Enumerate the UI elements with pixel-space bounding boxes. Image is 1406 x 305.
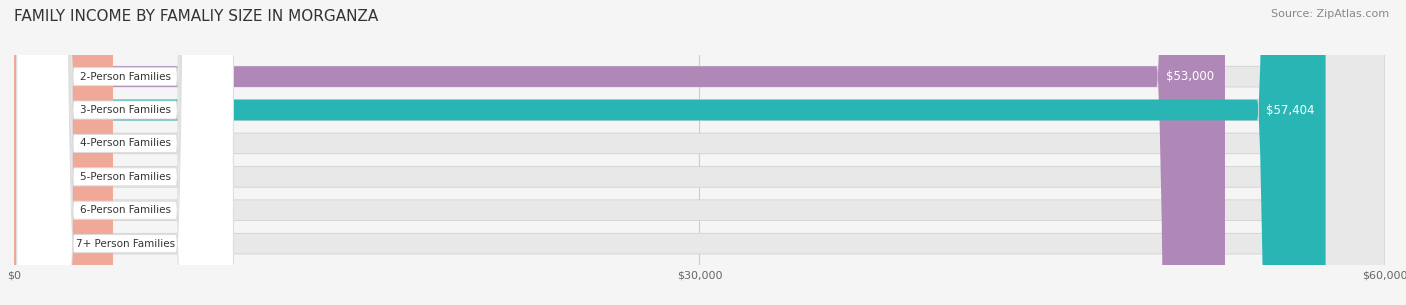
Text: 2-Person Families: 2-Person Families [80, 72, 170, 82]
Text: 4-Person Families: 4-Person Families [80, 138, 170, 149]
FancyBboxPatch shape [14, 0, 1385, 305]
FancyBboxPatch shape [14, 0, 112, 305]
Text: $57,404: $57,404 [1267, 103, 1315, 117]
FancyBboxPatch shape [14, 0, 1326, 305]
FancyBboxPatch shape [14, 0, 1225, 305]
Text: $0: $0 [129, 204, 143, 217]
Text: FAMILY INCOME BY FAMALIY SIZE IN MORGANZA: FAMILY INCOME BY FAMALIY SIZE IN MORGANZ… [14, 9, 378, 24]
FancyBboxPatch shape [14, 0, 1385, 305]
FancyBboxPatch shape [14, 0, 1385, 305]
FancyBboxPatch shape [14, 0, 1385, 305]
FancyBboxPatch shape [14, 0, 1385, 305]
FancyBboxPatch shape [14, 0, 112, 305]
Text: $53,000: $53,000 [1166, 70, 1213, 83]
FancyBboxPatch shape [17, 0, 233, 305]
FancyBboxPatch shape [14, 0, 1385, 305]
Text: 6-Person Families: 6-Person Families [80, 205, 170, 215]
FancyBboxPatch shape [14, 0, 112, 305]
FancyBboxPatch shape [17, 0, 233, 305]
FancyBboxPatch shape [17, 0, 233, 305]
FancyBboxPatch shape [17, 0, 233, 305]
Text: 5-Person Families: 5-Person Families [80, 172, 170, 182]
FancyBboxPatch shape [14, 0, 112, 305]
Text: $0: $0 [129, 137, 143, 150]
Text: 7+ Person Families: 7+ Person Families [76, 239, 174, 249]
Text: Source: ZipAtlas.com: Source: ZipAtlas.com [1271, 9, 1389, 19]
Text: $0: $0 [129, 237, 143, 250]
FancyBboxPatch shape [17, 0, 233, 305]
Text: 3-Person Families: 3-Person Families [80, 105, 170, 115]
FancyBboxPatch shape [17, 0, 233, 305]
Text: $0: $0 [129, 170, 143, 183]
